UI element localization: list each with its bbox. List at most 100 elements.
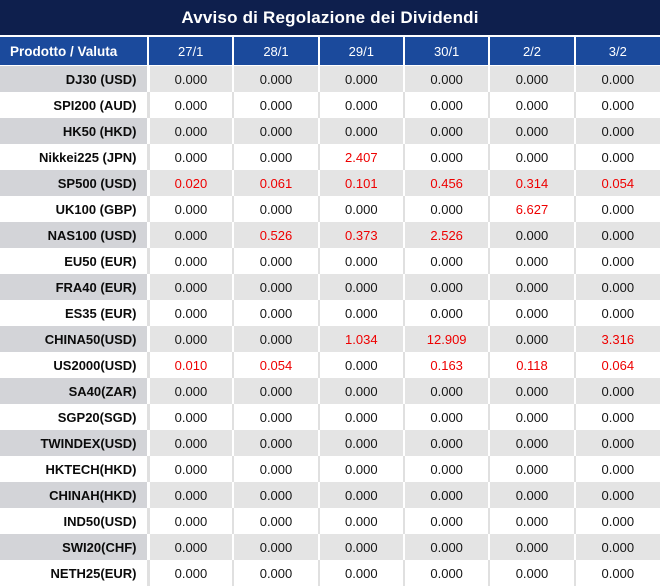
column-header-date-0: 27/1 bbox=[148, 37, 235, 66]
product-cell: NAS100 (USD) bbox=[0, 222, 150, 248]
value-cell: 0.000 bbox=[489, 222, 576, 248]
value-cell: 0.054 bbox=[233, 352, 320, 378]
column-header-date-5: 3/2 bbox=[574, 37, 660, 66]
value-cell: 0.000 bbox=[233, 378, 320, 404]
value-cell: 0.000 bbox=[403, 92, 491, 118]
product-cell: FRA40 (EUR) bbox=[0, 274, 150, 300]
value-cell: 0.000 bbox=[148, 508, 235, 534]
value-cell: 0.000 bbox=[318, 92, 405, 118]
page-title: Avviso di Regolazione dei Dividendi bbox=[181, 7, 479, 27]
table-body: DJ30 (USD) 0.000 0.000 0.000 0.000 0.000 0.000… bbox=[0, 65, 660, 586]
value-cell: 0.000 bbox=[403, 430, 491, 456]
column-header-date-1: 28/1 bbox=[233, 37, 320, 66]
value-cell: 0.000 bbox=[574, 248, 660, 274]
value-cell: 0.000 bbox=[574, 378, 660, 404]
value-cell: 0.000 bbox=[233, 534, 320, 560]
value-cell: 0.000 bbox=[403, 300, 491, 326]
table-row: TWINDEX(USD) 0.000 0.000 0.000 0.000 0.000 0.0… bbox=[0, 430, 660, 456]
value-cell: 0.000 bbox=[148, 560, 235, 586]
product-cell: CHINAH(HKD) bbox=[0, 482, 150, 508]
product-cell: SPI200 (AUD) bbox=[0, 92, 150, 118]
value-cell: 0.000 bbox=[403, 378, 491, 404]
value-cell: 0.000 bbox=[148, 196, 235, 222]
table-row: HKTECH(HKD) 0.000 0.000 0.000 0.000 0.000 0.00… bbox=[0, 456, 660, 482]
value-cell: 0.000 bbox=[403, 456, 491, 482]
value-cell: 0.000 bbox=[574, 300, 660, 326]
value-cell: 0.000 bbox=[318, 274, 405, 300]
product-cell: IND50(USD) bbox=[0, 508, 150, 534]
value-cell: 0.000 bbox=[233, 404, 320, 430]
value-cell: 0.054 bbox=[574, 170, 660, 196]
value-cell: 0.000 bbox=[489, 534, 576, 560]
value-cell: 0.000 bbox=[318, 248, 405, 274]
value-cell: 1.034 bbox=[318, 326, 405, 352]
value-cell: 0.000 bbox=[574, 144, 660, 170]
value-cell: 0.000 bbox=[489, 326, 576, 352]
value-cell: 0.000 bbox=[489, 248, 576, 274]
value-cell: 0.000 bbox=[233, 92, 320, 118]
value-cell: 0.000 bbox=[148, 378, 235, 404]
table-row: SWI20(CHF) 0.000 0.000 0.000 0.000 0.000 0.000 bbox=[0, 534, 660, 560]
value-cell: 0.000 bbox=[233, 482, 320, 508]
value-cell: 0.163 bbox=[403, 352, 491, 378]
value-cell: 0.000 bbox=[574, 430, 660, 456]
value-cell: 0.000 bbox=[574, 560, 660, 586]
value-cell: 0.000 bbox=[489, 144, 576, 170]
table-row: HK50 (HKD) 0.000 0.000 0.000 0.000 0.000 0.000 bbox=[0, 118, 660, 144]
value-cell: 0.000 bbox=[403, 508, 491, 534]
table-row: FRA40 (EUR) 0.000 0.000 0.000 0.000 0.000 0.00… bbox=[0, 274, 660, 300]
product-cell: Nikkei225 (JPN) bbox=[0, 144, 150, 170]
value-cell: 0.000 bbox=[148, 430, 235, 456]
value-cell: 0.000 bbox=[574, 404, 660, 430]
value-cell: 0.000 bbox=[403, 274, 491, 300]
table-row: CHINAH(HKD) 0.000 0.000 0.000 0.000 0.000 0.00… bbox=[0, 482, 660, 508]
value-cell: 0.000 bbox=[403, 248, 491, 274]
value-cell: 0.000 bbox=[574, 222, 660, 248]
value-cell: 0.000 bbox=[148, 482, 235, 508]
value-cell: 0.526 bbox=[233, 222, 320, 248]
value-cell: 0.000 bbox=[148, 65, 235, 92]
product-cell: EU50 (EUR) bbox=[0, 248, 150, 274]
value-cell: 0.000 bbox=[403, 482, 491, 508]
value-cell: 0.000 bbox=[233, 274, 320, 300]
value-cell: 0.000 bbox=[233, 196, 320, 222]
table-row: US2000(USD) 0.010 0.054 0.000 0.163 0.118 0.06… bbox=[0, 352, 660, 378]
table-row: NAS100 (USD) 0.000 0.526 0.373 2.526 0.000 0.0… bbox=[0, 222, 660, 248]
value-cell: 0.064 bbox=[574, 352, 660, 378]
product-cell: TWINDEX(USD) bbox=[0, 430, 150, 456]
value-cell: 0.000 bbox=[574, 482, 660, 508]
value-cell: 0.000 bbox=[318, 378, 405, 404]
product-cell: DJ30 (USD) bbox=[0, 65, 150, 92]
table-row: SA40(ZAR) 0.000 0.000 0.000 0.000 0.000 0.000 bbox=[0, 378, 660, 404]
value-cell: 0.000 bbox=[574, 196, 660, 222]
value-cell: 0.000 bbox=[233, 456, 320, 482]
value-cell: 0.000 bbox=[148, 144, 235, 170]
value-cell: 0.000 bbox=[318, 534, 405, 560]
value-cell: 0.000 bbox=[489, 456, 576, 482]
value-cell: 0.000 bbox=[403, 404, 491, 430]
value-cell: 0.000 bbox=[489, 300, 576, 326]
value-cell: 0.000 bbox=[489, 118, 576, 144]
value-cell: 0.000 bbox=[574, 534, 660, 560]
title-bar: Avviso di Regolazione dei Dividendi bbox=[0, 0, 660, 37]
table-row: EU50 (EUR) 0.000 0.000 0.000 0.000 0.000 0.000 bbox=[0, 248, 660, 274]
value-cell: 2.526 bbox=[403, 222, 491, 248]
value-cell: 0.000 bbox=[318, 482, 405, 508]
value-cell: 0.000 bbox=[148, 300, 235, 326]
product-cell: ES35 (EUR) bbox=[0, 300, 150, 326]
value-cell: 0.000 bbox=[489, 92, 576, 118]
value-cell: 0.000 bbox=[233, 508, 320, 534]
value-cell: 0.000 bbox=[574, 118, 660, 144]
table-row: UK100 (GBP) 0.000 0.000 0.000 0.000 6.627 0.00… bbox=[0, 196, 660, 222]
value-cell: 0.000 bbox=[489, 65, 576, 92]
product-cell: HK50 (HKD) bbox=[0, 118, 150, 144]
value-cell: 0.000 bbox=[233, 560, 320, 586]
value-cell: 0.000 bbox=[318, 404, 405, 430]
value-cell: 0.000 bbox=[233, 248, 320, 274]
product-cell: UK100 (GBP) bbox=[0, 196, 150, 222]
value-cell: 0.000 bbox=[233, 118, 320, 144]
value-cell: 0.314 bbox=[489, 170, 576, 196]
value-cell: 0.000 bbox=[233, 300, 320, 326]
table-row: IND50(USD) 0.000 0.000 0.000 0.000 0.000 0.000 bbox=[0, 508, 660, 534]
value-cell: 0.000 bbox=[148, 404, 235, 430]
